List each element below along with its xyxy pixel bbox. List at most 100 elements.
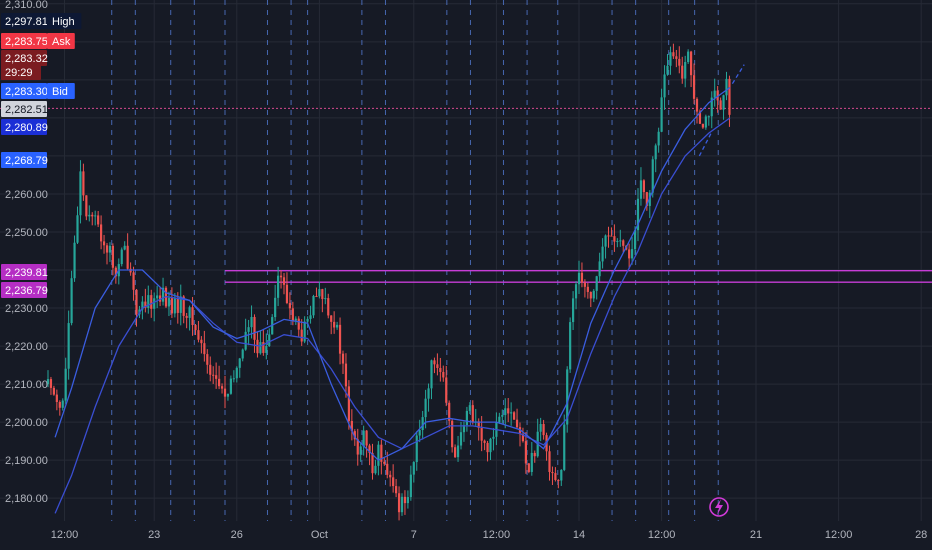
candle-up	[501, 415, 504, 417]
price-tag-value: 2,268.79	[5, 155, 48, 167]
price-tag-badge	[47, 83, 75, 99]
candle-down	[580, 272, 584, 283]
candle-up	[147, 295, 150, 308]
horizontal-levels[interactable]	[0, 107, 932, 283]
candle-up	[684, 62, 687, 79]
candle-up	[141, 301, 144, 310]
candle-up	[592, 290, 595, 299]
candle-up	[465, 410, 468, 426]
moving-average-line-2	[54, 86, 731, 461]
price-tag-name: Ask	[52, 36, 71, 48]
candle-down	[507, 408, 510, 414]
x-tick-label: 14	[573, 529, 585, 541]
candle-up	[406, 497, 409, 504]
candle-down	[701, 123, 704, 128]
price-tag-value: 2,282.51	[5, 104, 48, 116]
y-tick-label: 2,200.00	[5, 417, 48, 429]
candle-down	[191, 307, 194, 326]
candle-up	[427, 388, 430, 399]
candle-up	[123, 245, 126, 250]
candle-up	[250, 316, 253, 328]
candle-down	[126, 245, 129, 269]
price-tag	[1, 101, 47, 117]
y-tick-label: 2,180.00	[5, 493, 48, 505]
price-tag-value: 2,236.79	[5, 285, 48, 297]
candle-up	[377, 444, 380, 466]
price-tags: 2,297.81 High 2,283.75 Ask 2,283.32 29:29 2,28…	[1, 13, 82, 298]
candle-up	[657, 131, 660, 146]
x-tick-label: 7	[411, 529, 417, 541]
candle-down	[521, 434, 525, 442]
moving-averages	[54, 64, 745, 514]
candle-up	[229, 378, 232, 394]
candle-up	[265, 346, 268, 353]
candle-up	[241, 349, 244, 359]
candle-up	[374, 465, 377, 474]
candle-down	[672, 52, 675, 57]
time-axis[interactable]: 12:00 23 26 Oct 7 12:00 14 12:00 21 12:00 28	[0, 521, 932, 550]
candle-up	[598, 261, 601, 277]
candle-up	[539, 423, 542, 432]
lightning-icon[interactable]	[709, 497, 729, 517]
y-tick-label: 2,220.00	[5, 341, 48, 353]
projection-line	[698, 132, 712, 157]
y-tick-label: 2,190.00	[5, 455, 48, 467]
candle-up	[424, 398, 427, 418]
candle-down	[628, 249, 631, 259]
candle-up	[666, 65, 669, 75]
candle-down	[327, 298, 330, 316]
candle-down	[105, 245, 109, 253]
candle-up	[64, 368, 67, 401]
candle-up	[306, 318, 309, 322]
candle-up	[244, 331, 247, 350]
candle-down	[159, 295, 162, 302]
candle-down	[486, 442, 489, 453]
candle-up	[713, 90, 716, 98]
candle-down	[448, 402, 451, 421]
y-tick-label: 2,310.00	[5, 0, 48, 11]
candle-up	[336, 324, 339, 328]
candle-down	[533, 452, 536, 457]
candle-up	[595, 276, 598, 291]
candle-up	[639, 180, 643, 199]
candle-down	[695, 98, 699, 112]
candle-down	[223, 388, 227, 397]
candle-up	[569, 322, 572, 370]
candle-up	[462, 425, 466, 433]
candle-down	[144, 301, 147, 308]
candle-down	[368, 445, 371, 453]
candle-up	[725, 78, 728, 96]
candle-up	[510, 412, 513, 414]
candle-down	[583, 282, 586, 287]
candle-up	[415, 435, 418, 463]
candle-down	[97, 215, 100, 225]
candle-down	[589, 291, 592, 299]
candle-down	[297, 318, 300, 330]
candle-up	[601, 246, 604, 262]
price-tag	[1, 119, 47, 135]
candle-up	[324, 298, 327, 300]
candle-down	[515, 419, 519, 428]
candle-down	[85, 195, 88, 217]
price-tag-value: 2,283.32	[5, 53, 48, 65]
price-axis[interactable]: 2,180.00 2,190.00 2,200.00 2,210.00 2,220.00…	[5, 0, 48, 505]
candle-down	[716, 90, 719, 101]
candle-up	[67, 323, 70, 369]
candle-up	[489, 438, 492, 453]
y-tick-label: 2,260.00	[5, 189, 48, 201]
time-axis-bar	[0, 521, 932, 550]
x-tick-label: 28	[915, 529, 927, 541]
candle-up	[707, 116, 710, 118]
price-tag-name: High	[52, 16, 75, 28]
candle-down	[135, 289, 138, 315]
candle-down	[49, 379, 53, 388]
price-tag	[1, 33, 47, 49]
x-tick-label: 12:00	[825, 529, 853, 541]
candle-up	[663, 74, 666, 98]
candle-up	[498, 416, 501, 423]
price-tag-value: 2,297.81	[5, 16, 48, 28]
price-tag	[1, 264, 47, 280]
candle-down	[518, 427, 522, 435]
